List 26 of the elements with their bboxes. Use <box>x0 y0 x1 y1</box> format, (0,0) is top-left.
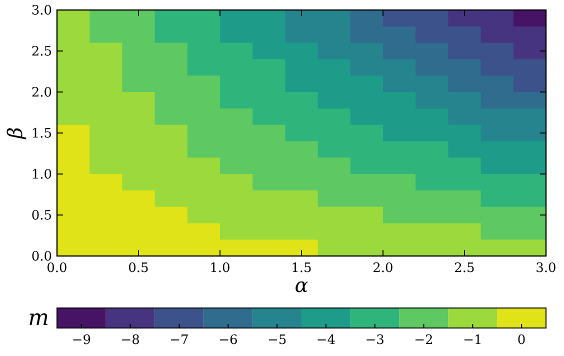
x-tick-label: 2.0 <box>372 261 394 276</box>
color-bar-label: −5 <box>267 333 287 348</box>
x-tick-label: 3.0 <box>536 261 556 276</box>
x-tick-label: 2.5 <box>454 261 475 276</box>
color-bar-title: m <box>28 306 49 331</box>
color-bar-label: −1 <box>463 333 482 348</box>
color-bar-label: −9 <box>72 333 92 348</box>
y-tick-label: 1.0 <box>31 168 52 182</box>
color-bar-label: −8 <box>120 333 140 348</box>
x-axis-title: α <box>294 273 309 297</box>
y-tick-label: 1.5 <box>31 126 52 142</box>
color-bar-label: −7 <box>170 333 189 348</box>
x-tick-label: 1.5 <box>291 261 312 276</box>
color-bar-label: 0 <box>517 333 526 348</box>
y-axis-title: β <box>3 127 27 140</box>
color-bar-label: −6 <box>218 333 238 348</box>
x-tick-label: 0.5 <box>128 261 149 276</box>
y-tick-label: 2.0 <box>31 86 52 100</box>
y-tick-label: 2.5 <box>31 44 52 60</box>
color-bar-label: −2 <box>414 333 434 348</box>
y-tick-label: 0.5 <box>31 208 52 224</box>
x-tick-label: 1.0 <box>210 261 230 276</box>
color-bar-label: −4 <box>316 333 336 348</box>
color-bar-label: −3 <box>365 333 384 348</box>
y-tick-label: 3.0 <box>31 4 52 18</box>
x-tick-label: 0.0 <box>46 261 68 276</box>
